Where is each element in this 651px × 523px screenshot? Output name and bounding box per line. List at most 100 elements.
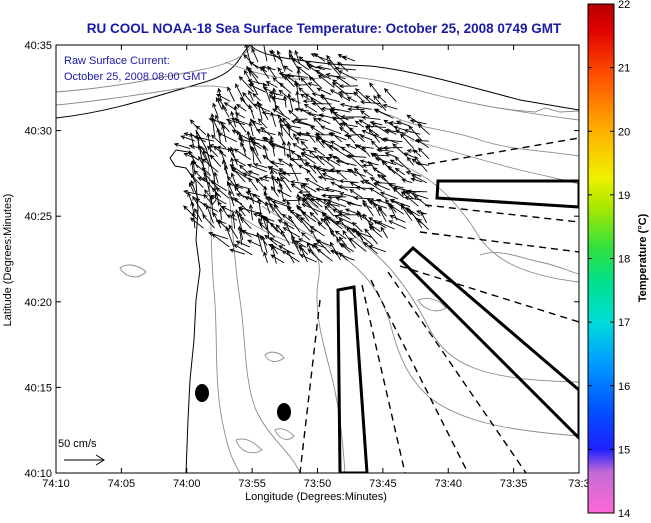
current-vector (229, 248, 246, 255)
current-vector (206, 145, 218, 157)
current-vector (279, 123, 294, 141)
current-vector (225, 225, 235, 248)
current-vector (353, 167, 366, 182)
coastline-west (169, 149, 201, 473)
current-vector (221, 206, 235, 214)
current-vector (337, 210, 350, 215)
current-vector (195, 125, 207, 136)
current-vector (213, 211, 222, 229)
scale-label: 50 cm/s (58, 438, 97, 450)
current-vector (354, 105, 372, 110)
survey-marker-1 (195, 384, 209, 402)
y-axis: 40:10 40:15 40:20 40:25 40:30 40:35 (24, 40, 579, 480)
current-vector (296, 132, 315, 137)
current-vector (249, 135, 259, 156)
current-vector (228, 224, 239, 239)
current-vector (324, 205, 335, 217)
current-vector (218, 207, 223, 220)
current-vector (339, 122, 358, 128)
current-vector (299, 93, 310, 100)
current-vector (217, 132, 238, 143)
current-vector (368, 223, 381, 233)
current-vector (405, 170, 422, 177)
current-vector (328, 144, 348, 158)
current-vector (349, 182, 366, 191)
current-vector (392, 143, 407, 157)
current-vector (202, 214, 215, 229)
current-vector (337, 61, 349, 72)
current-vector (359, 134, 373, 141)
current-vector (381, 174, 395, 191)
current-vector (416, 139, 429, 148)
current-vector (248, 203, 254, 221)
current-vector (227, 86, 235, 102)
current-vector (406, 114, 422, 126)
current-vector (262, 175, 284, 182)
current-vector (329, 109, 347, 125)
subtitle-line-2: October 25, 2008 08:00 GMT (64, 71, 207, 83)
current-vector (248, 69, 260, 85)
radar-beam-lines (299, 137, 579, 473)
current-vector (238, 133, 247, 156)
current-vector (328, 132, 347, 141)
current-vector (262, 154, 279, 168)
survey-marker-2 (277, 403, 291, 421)
current-vector (258, 177, 270, 182)
map-layer (56, 45, 579, 473)
current-vector (198, 155, 204, 167)
current-vector (183, 189, 205, 197)
current-vector (307, 248, 323, 264)
current-vector (301, 198, 311, 207)
current-vector (188, 182, 195, 193)
current-vector (372, 167, 387, 177)
current-vector (403, 152, 414, 158)
current-vector (330, 106, 351, 113)
current-vector (261, 111, 279, 117)
current-vector (268, 202, 283, 221)
current-vector (369, 82, 380, 96)
current-vector (194, 208, 203, 223)
current-vector (317, 74, 335, 88)
current-vector (306, 241, 315, 256)
current-vector (234, 183, 251, 190)
scale-arrow-head (95, 454, 105, 466)
current-vector (255, 128, 276, 136)
current-vector (377, 221, 395, 230)
current-vector (187, 191, 195, 207)
current-vector (374, 109, 394, 119)
current-vector (406, 189, 428, 194)
current-vector (408, 125, 423, 142)
current-vector (308, 76, 323, 89)
colorbar-label: Temperature (°C) (637, 213, 649, 302)
current-vector (313, 117, 323, 128)
current-vector (269, 135, 275, 157)
current-vector (388, 220, 407, 229)
current-vector (335, 75, 350, 86)
x-tick-label: 73:50 (304, 478, 332, 490)
current-vector (361, 129, 375, 137)
current-vector (270, 254, 285, 264)
current-vector (290, 150, 303, 160)
current-vector (231, 168, 251, 181)
current-vector (264, 234, 278, 246)
current-vector (368, 226, 383, 238)
current-vector (294, 240, 306, 248)
current-vector (321, 212, 339, 225)
current-vector (295, 90, 300, 110)
current-vector (332, 116, 343, 128)
current-vector (411, 158, 422, 166)
x-tick-label: 73:3 (568, 478, 589, 490)
current-vector (326, 199, 347, 208)
current-vector (327, 195, 347, 200)
current-vector (315, 69, 332, 80)
current-vector (346, 168, 366, 177)
current-vector (322, 198, 341, 213)
y-tick-label: 40:15 (24, 382, 52, 394)
current-vector (277, 172, 290, 183)
current-vector (361, 115, 381, 120)
current-vector (388, 183, 404, 189)
current-vector (342, 121, 355, 134)
current-vector (296, 193, 301, 206)
current-vector (389, 199, 411, 208)
